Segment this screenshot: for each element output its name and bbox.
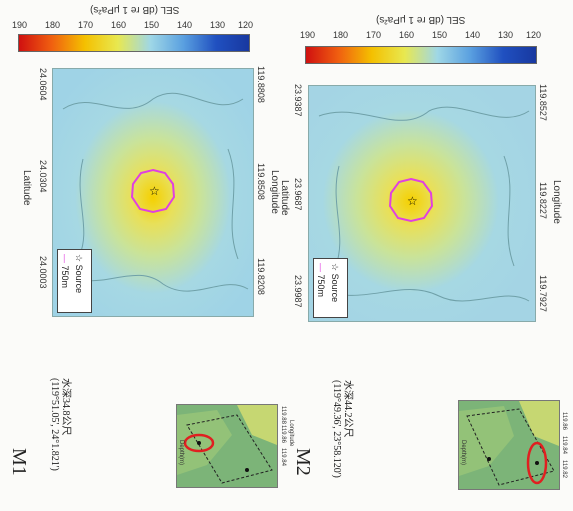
inset-tick: 119.84 [561,436,567,454]
inset-tick: 119.82 [561,460,567,478]
colorbar-tick: 140 [177,20,193,30]
lat-tick: 23.9687 [293,178,303,211]
highlight-ellipse [183,433,215,453]
legend-radius-label: 750m [60,265,70,289]
inset-tick: 119.86 [561,412,567,430]
colorbar-tick: 130 [498,30,514,40]
colorbar-tick: 180 [45,20,61,30]
inset-legend-title: Depth(m) [178,440,184,466]
map-legend: ☆ Source — 750m [57,249,92,313]
lon-tick: 119.7927 [538,275,548,312]
line-icon: — [60,254,70,266]
station-depth-m1: 水深34.8公尺 [60,378,71,436]
station-marker [197,441,201,445]
legend-source-label: Source [330,273,340,303]
source-star-icon: ☆ [74,254,84,265]
lat-tick: 24.0604 [38,68,48,101]
survey-boundary [186,414,273,484]
station-coords-m2: (119°49.36', 23°58.120') [331,380,342,478]
map-legend: ☆ Source — 750m [313,258,348,318]
station-depth-m2: 水深44.2公尺 [342,380,353,438]
lat-axis-title: Latitude [279,180,290,216]
lat-tick: 23.9987 [293,275,303,308]
lon-tick: 119.8808 [256,66,266,103]
contour-lines [316,106,530,302]
contour-lines [60,92,249,292]
colorbar-m2 [305,46,537,64]
inset-map-m1 [176,404,278,488]
colorbar-tick: 190 [300,30,316,40]
inset-tick: 119.86 [280,425,286,443]
colorbar-title: SEL (dB re 1 μPa²s) [376,14,466,25]
station-label-m1: M1 [8,448,30,476]
lon-tick: 119.8508 [256,163,266,200]
radius-ring-750m [388,177,434,223]
station-marker [535,461,539,465]
colorbar-tick: 140 [465,30,481,40]
station-marker [245,468,249,472]
station-coords-m1: (119°51.05', 24°1.821') [49,378,60,471]
inset-legend-title: Depth(m) [460,440,466,466]
line-icon: — [316,263,326,275]
inset-tick: 119.84 [280,448,286,466]
legend-radius-label: 750m [316,274,326,298]
inset-tick: 119.88 [280,406,286,424]
colorbar-tick: 160 [399,30,415,40]
colorbar-tick: 120 [526,30,542,40]
inset-axis-title: Longitude [288,420,294,447]
colorbar-tick: 130 [210,20,226,30]
lon-tick: 119.8208 [256,258,266,295]
station-marker [487,457,491,461]
source-star-icon: ☆ [407,194,418,208]
lon-tick: 119.8527 [538,84,548,121]
colorbar-tick: 120 [238,20,254,30]
highlight-ellipse [526,441,548,485]
colorbar-tick: 170 [78,20,94,30]
colorbar-tick: 150 [144,20,160,30]
source-star-icon: ☆ [330,263,340,274]
source-star-icon: ☆ [149,184,160,198]
inset-map-svg-m1 [177,405,277,487]
radius-ring-750m [130,168,176,214]
sel-heatmap-m2: ☆ ☆ Source — 750m [308,85,536,322]
survey-boundary [466,408,555,486]
inset-map-svg-m2 [459,401,559,489]
lat-tick: 23.9387 [293,84,303,117]
lat-tick: 24.0003 [38,256,48,289]
colorbar-tick: 150 [432,30,448,40]
colorbar-m1 [18,34,250,52]
colorbar-tick: 170 [366,30,382,40]
sel-heatmap-m1: ☆ ☆ Source — 750m [52,68,254,317]
lon-axis-title: Longitude [551,180,562,224]
lat-tick: 24.0304 [38,160,48,193]
inset-map-m2 [458,400,560,490]
colorbar-tick: 180 [333,30,349,40]
station-label-m2: M2 [292,448,314,476]
colorbar-tick: 160 [111,20,127,30]
lon-tick: 119.8227 [538,182,548,219]
colorbar-title: SEL (dB re 1 μPa²s) [90,4,180,15]
colorbar-tick: 190 [12,20,28,30]
legend-source-label: Source [74,264,84,294]
lat-axis-title: Latitude [21,170,32,206]
